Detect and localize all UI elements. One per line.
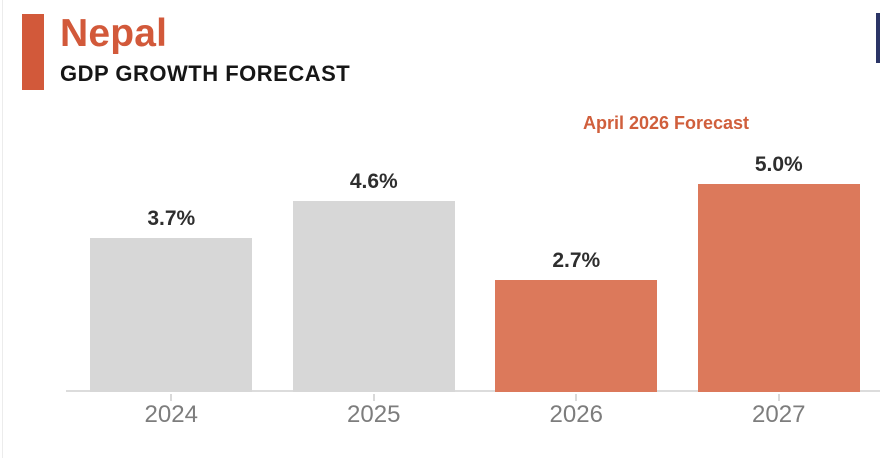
bar-value-label: 3.7% bbox=[147, 207, 196, 230]
bar-chart: 3.7% 2024 4.6% 2025 2.7% 2026 5.0% 2027 bbox=[70, 140, 880, 428]
title-accent-bar bbox=[22, 14, 44, 90]
header: Nepal GDP GROWTH FORECAST bbox=[60, 12, 351, 87]
bar-group: 5.0% 2027 bbox=[678, 140, 880, 428]
x-axis-tick-label: 2027 bbox=[752, 401, 806, 428]
forecast-annotation: April 2026 Forecast bbox=[582, 113, 750, 133]
chart-subtitle: GDP GROWTH FORECAST bbox=[60, 60, 351, 86]
bar bbox=[90, 238, 253, 392]
bar bbox=[292, 201, 455, 392]
x-axis-line bbox=[66, 390, 880, 392]
left-edge-divider bbox=[2, 0, 3, 458]
axis-tick bbox=[170, 394, 173, 401]
bar-group: 3.7% 2024 bbox=[70, 140, 273, 428]
x-axis-tick-label: 2024 bbox=[144, 401, 198, 428]
bar-slots: 3.7% 2024 4.6% 2025 2.7% 2026 5.0% 2027 bbox=[70, 140, 880, 428]
bar bbox=[495, 280, 658, 392]
bar bbox=[697, 184, 860, 392]
bar-value-label: 5.0% bbox=[754, 153, 803, 176]
axis-tick bbox=[575, 394, 578, 401]
country-title: Nepal bbox=[60, 12, 168, 55]
x-axis-tick-label: 2025 bbox=[347, 401, 401, 428]
bar-value-label: 4.6% bbox=[349, 170, 398, 193]
axis-tick bbox=[372, 394, 375, 401]
bar-value-label: 2.7% bbox=[552, 249, 601, 272]
axis-tick bbox=[777, 394, 780, 401]
bar-group: 4.6% 2025 bbox=[273, 140, 476, 428]
adjacent-card-edge bbox=[876, 13, 880, 63]
bar-group: 2.7% 2026 bbox=[475, 140, 678, 428]
x-axis-tick-label: 2026 bbox=[549, 401, 603, 428]
